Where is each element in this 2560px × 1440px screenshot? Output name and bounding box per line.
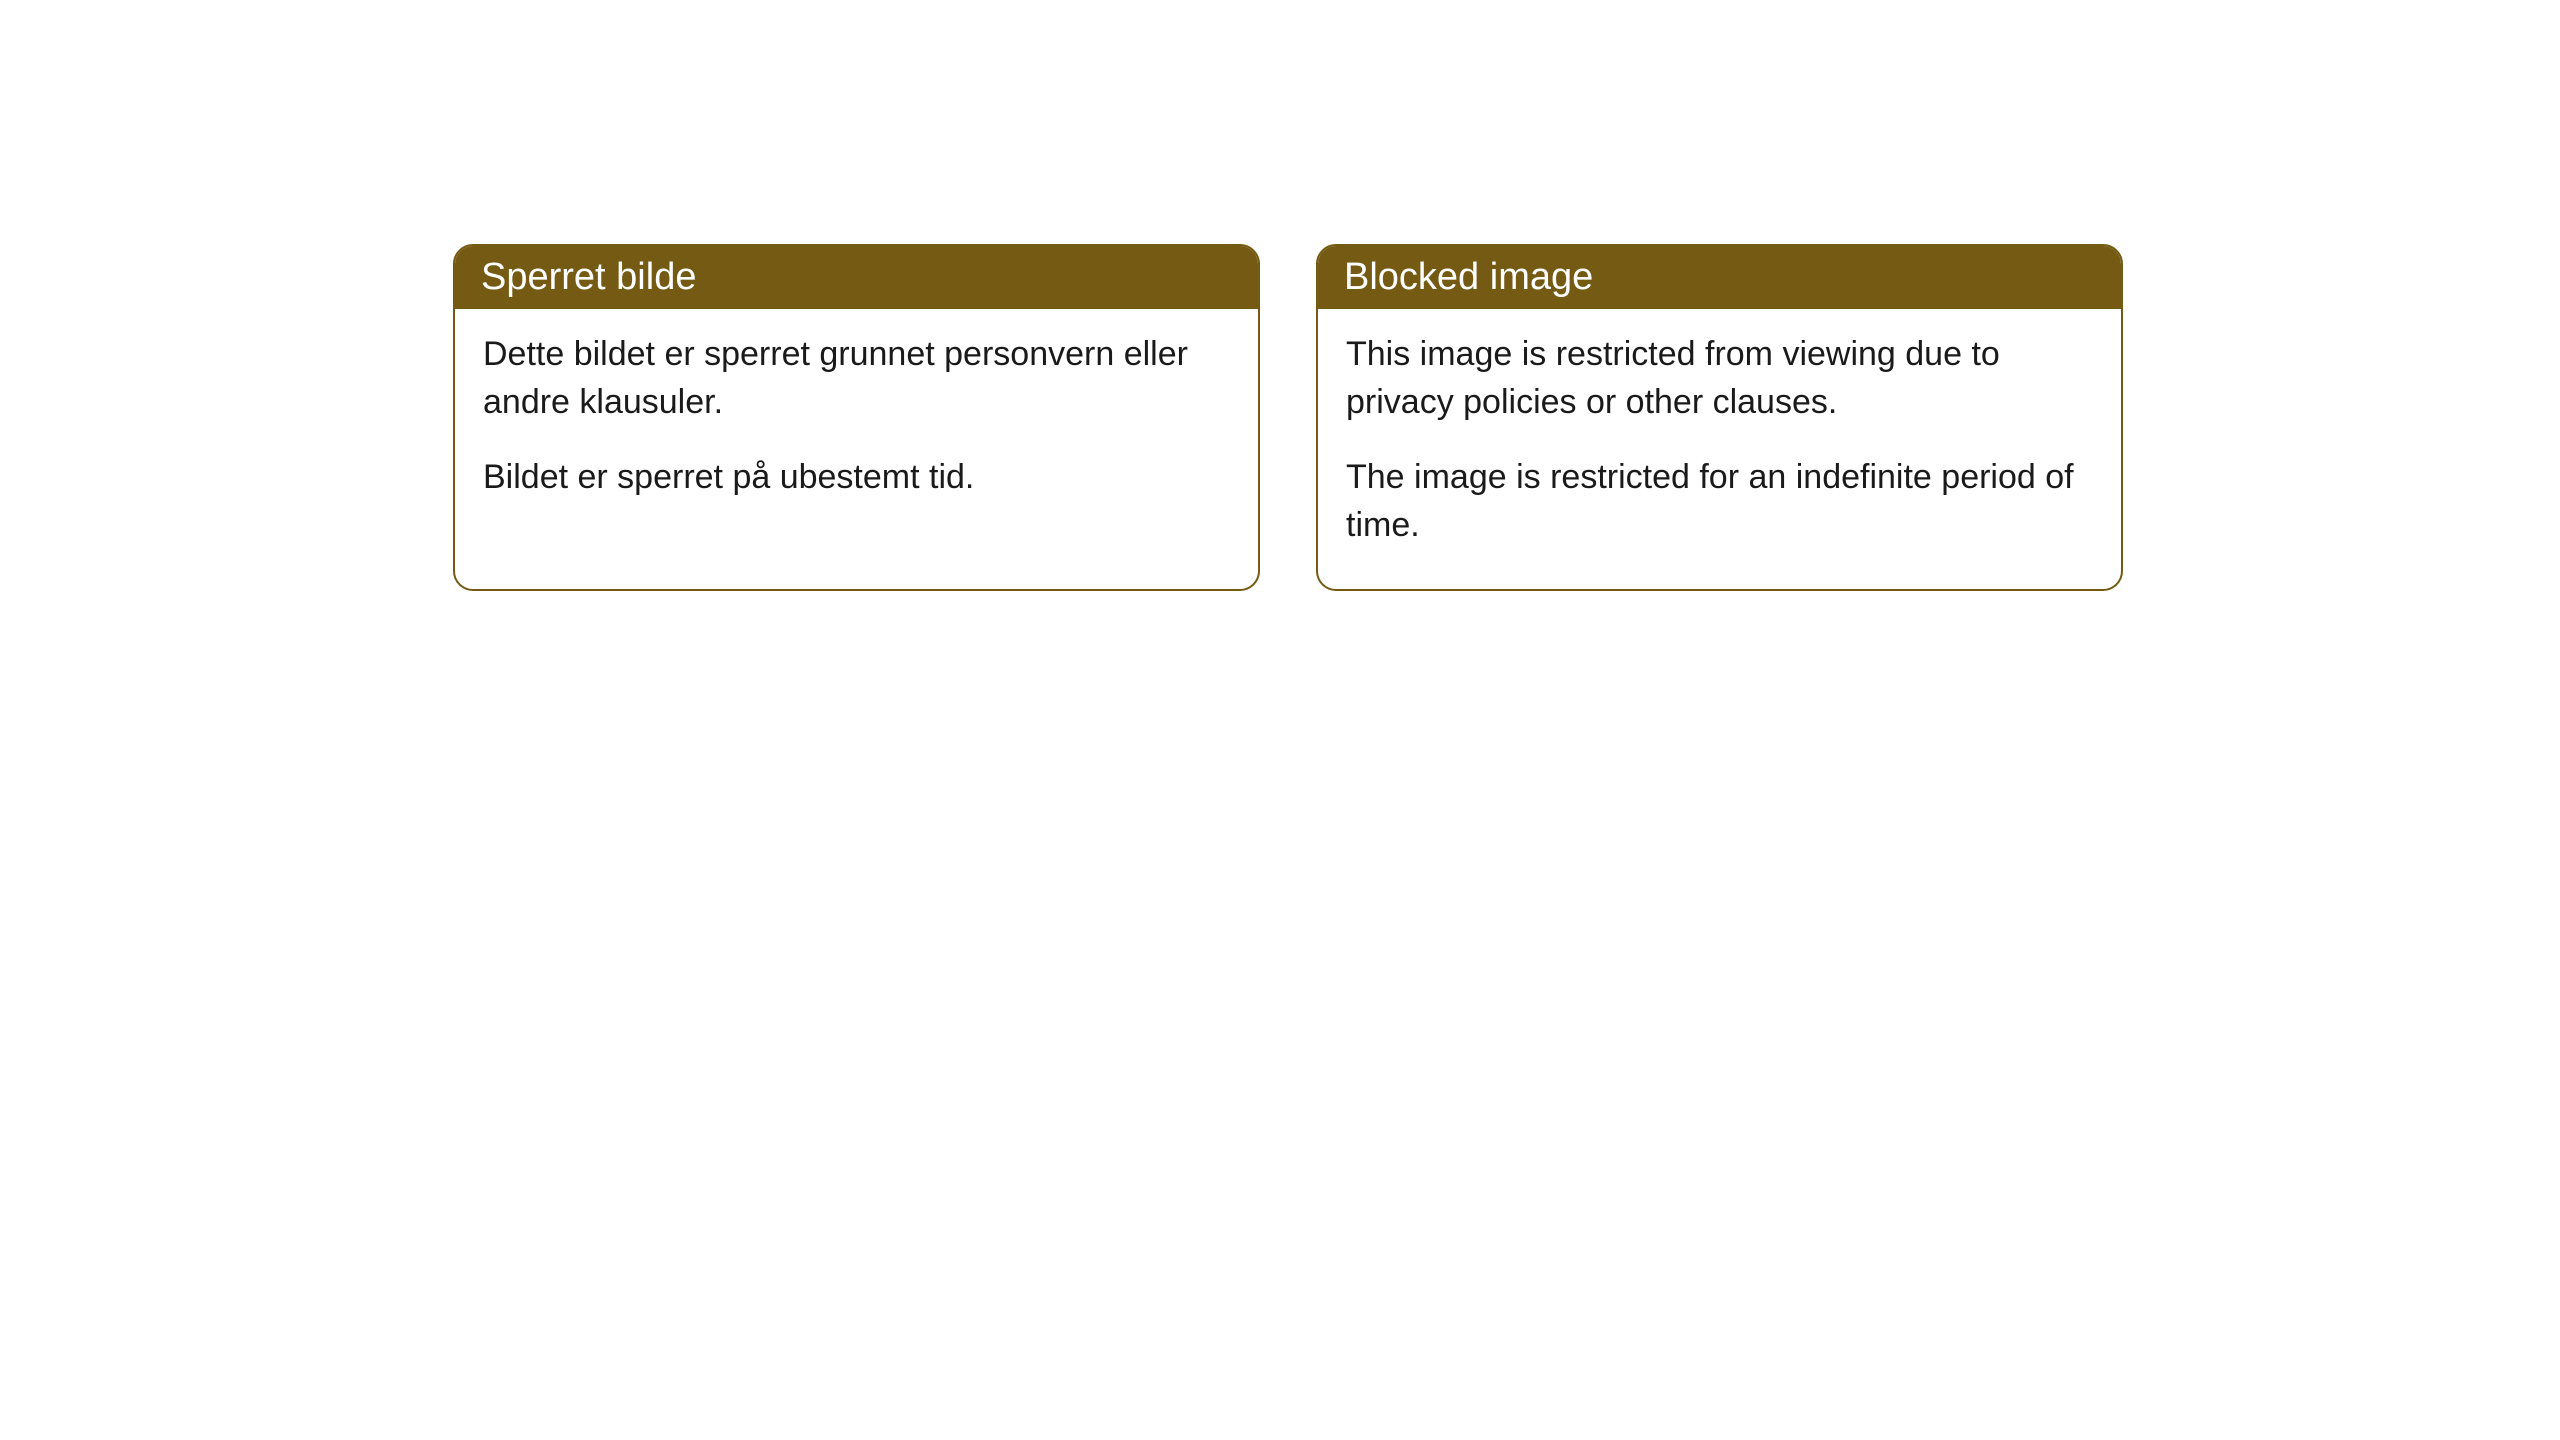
card-paragraph-2: Bildet er sperret på ubestemt tid. xyxy=(483,454,1230,502)
card-paragraph-1: This image is restricted from viewing du… xyxy=(1346,331,2093,426)
card-body-english: This image is restricted from viewing du… xyxy=(1318,309,2121,589)
card-body-norwegian: Dette bildet er sperret grunnet personve… xyxy=(455,309,1258,542)
blocked-image-card-english: Blocked image This image is restricted f… xyxy=(1316,244,2123,591)
card-header-english: Blocked image xyxy=(1318,246,2121,309)
card-header-norwegian: Sperret bilde xyxy=(455,246,1258,309)
blocked-image-card-norwegian: Sperret bilde Dette bildet er sperret gr… xyxy=(453,244,1260,591)
card-paragraph-2: The image is restricted for an indefinit… xyxy=(1346,454,2093,549)
cards-container: Sperret bilde Dette bildet er sperret gr… xyxy=(0,0,2560,591)
card-paragraph-1: Dette bildet er sperret grunnet personve… xyxy=(483,331,1230,426)
